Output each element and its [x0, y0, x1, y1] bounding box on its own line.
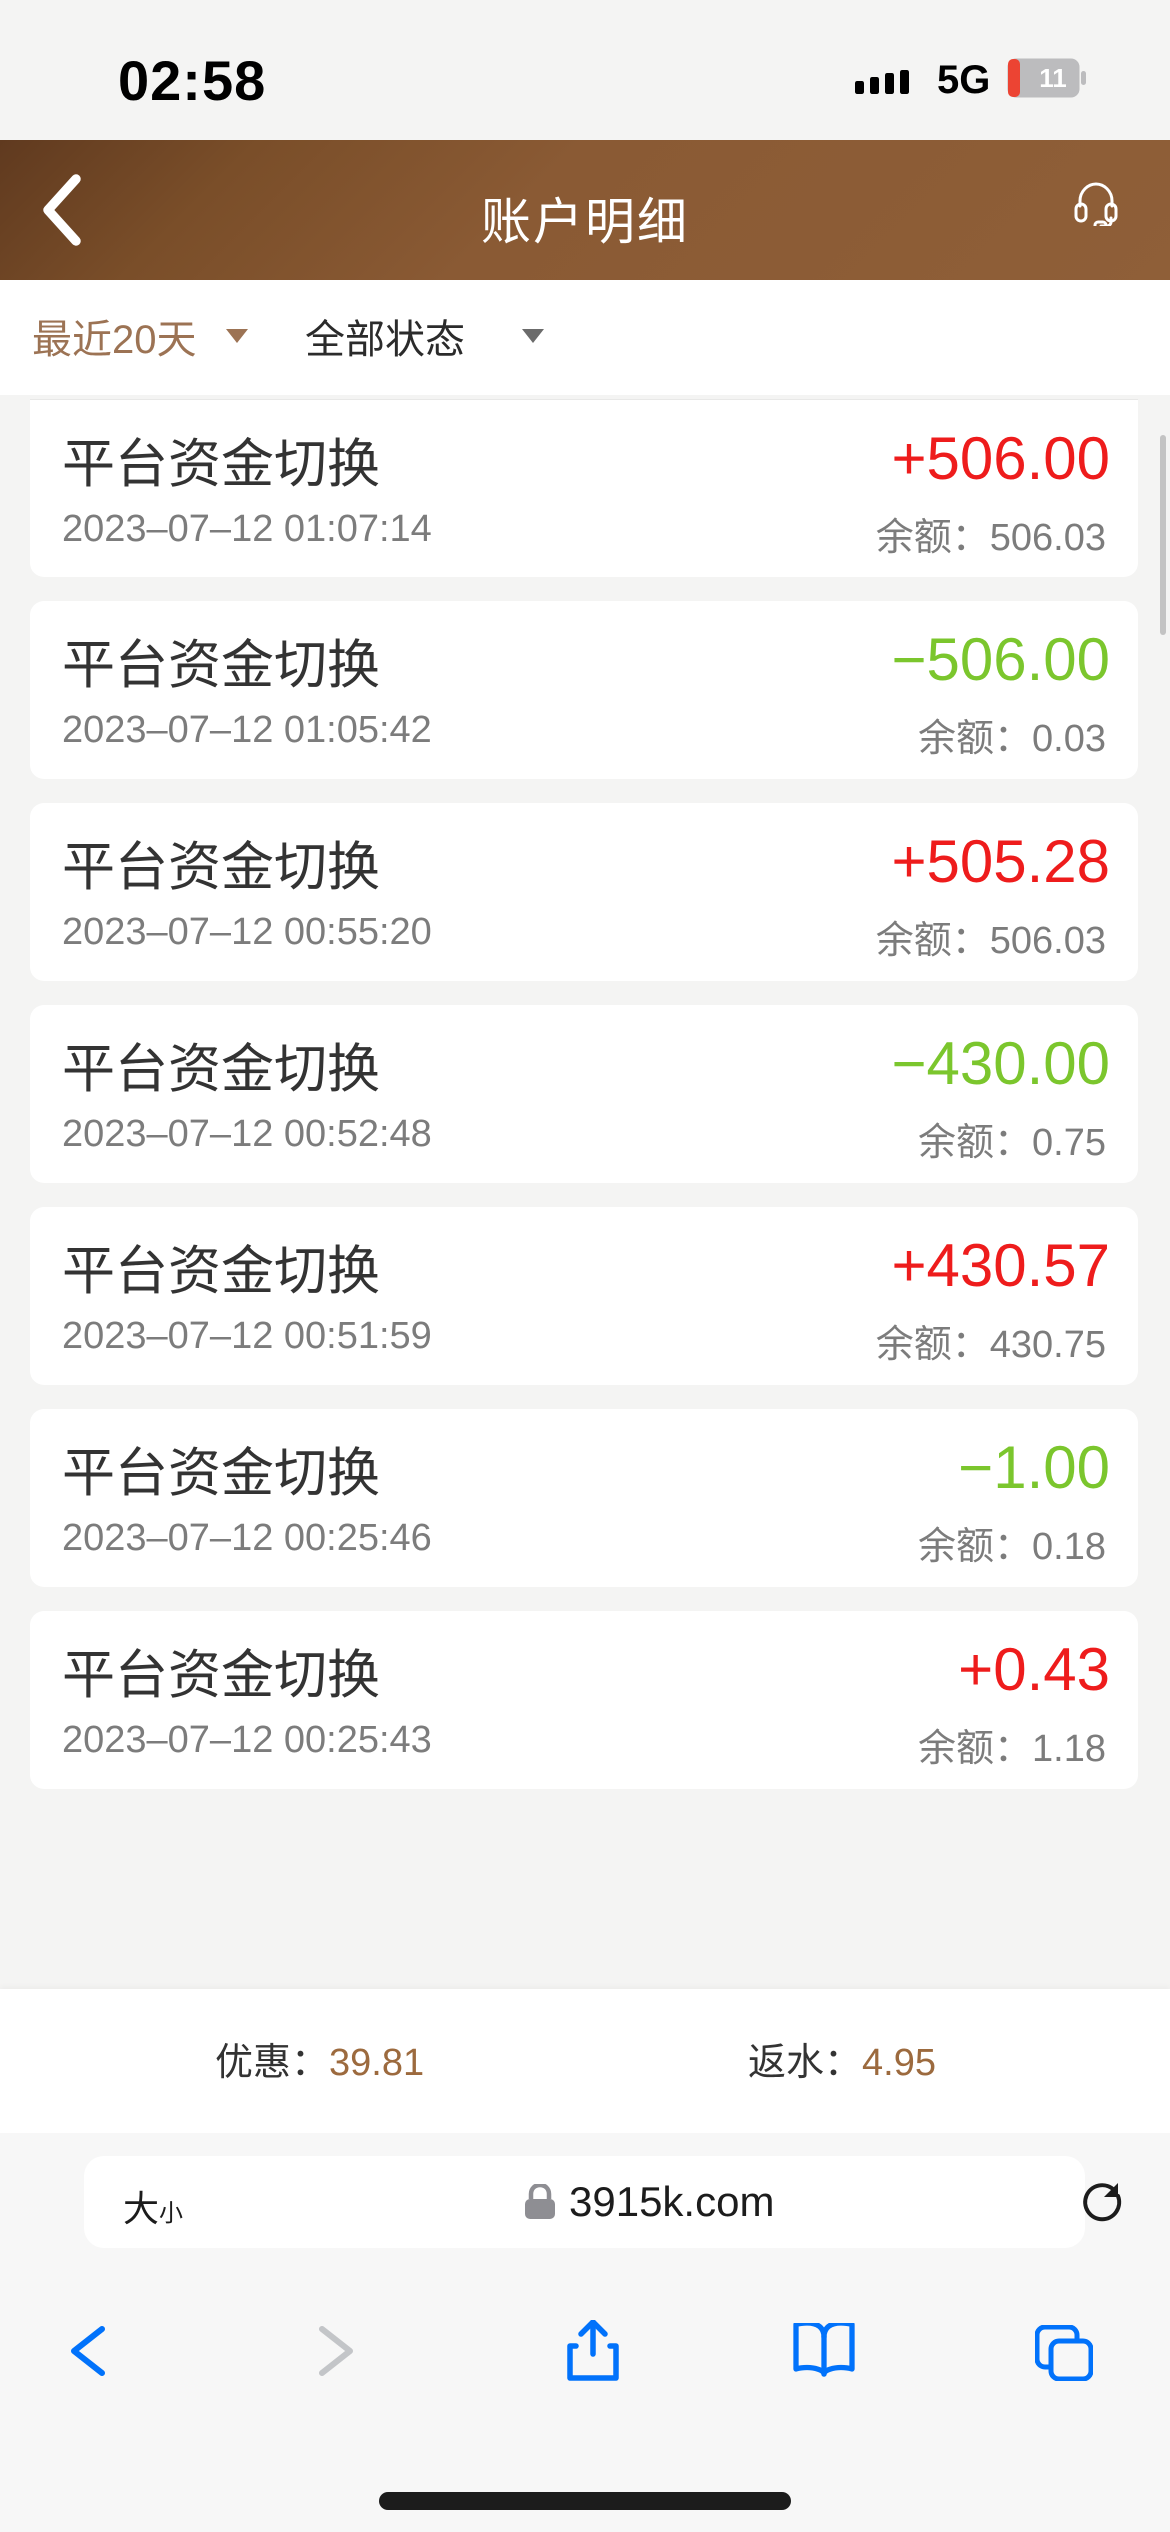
- svg-text:11: 11: [1039, 63, 1067, 93]
